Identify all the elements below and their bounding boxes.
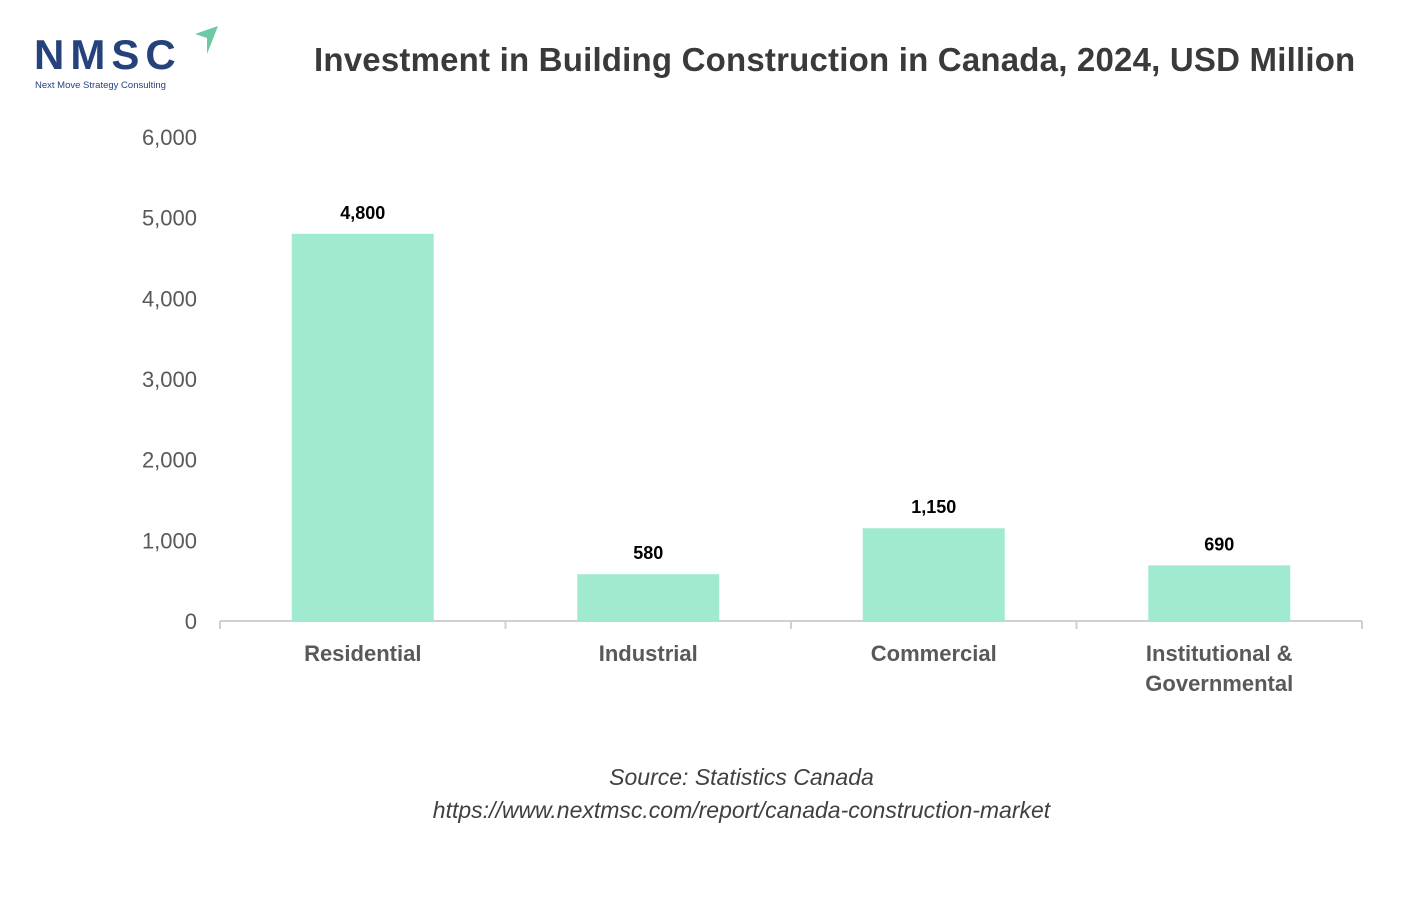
data-label: 1,150 xyxy=(911,497,956,517)
chart-title: Investment in Building Construction in C… xyxy=(314,41,1356,78)
x-tick-label: Residential xyxy=(304,641,421,666)
y-tick-label: 2,000 xyxy=(142,448,197,473)
data-label: 4,800 xyxy=(340,203,385,223)
y-tick-label: 6,000 xyxy=(142,125,197,150)
x-tick-label: Governmental xyxy=(1145,671,1293,696)
logo-subtitle: Next Move Strategy Consulting xyxy=(35,80,166,91)
paper-plane-icon xyxy=(195,26,218,54)
logo-text: NMSC xyxy=(34,31,182,78)
source-url: https://www.nextmsc.com/report/canada-co… xyxy=(432,797,1051,823)
source-text: Source: Statistics Canada xyxy=(609,764,874,790)
bar-commercial xyxy=(862,528,1005,621)
bar-residential xyxy=(291,233,434,622)
bar-institutional-governmental xyxy=(1148,565,1291,621)
y-tick-label: 4,000 xyxy=(142,286,197,311)
y-tick-label: 0 xyxy=(185,609,197,634)
x-tick-label: Institutional & xyxy=(1146,641,1293,666)
y-tick-label: 3,000 xyxy=(142,367,197,392)
y-tick-label: 5,000 xyxy=(142,206,197,231)
bar-industrial xyxy=(577,574,720,621)
data-label: 580 xyxy=(633,543,663,563)
x-tick-label: Commercial xyxy=(871,641,997,666)
data-label: 690 xyxy=(1204,534,1234,554)
nmsc-logo: NMSC Next Move Strategy Consulting xyxy=(30,22,230,102)
y-tick-label: 1,000 xyxy=(142,528,197,553)
x-tick-label: Industrial xyxy=(599,641,698,666)
